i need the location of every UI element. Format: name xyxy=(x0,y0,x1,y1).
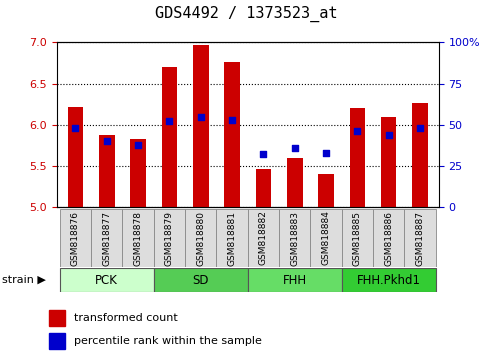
Text: GSM818877: GSM818877 xyxy=(103,211,111,266)
Point xyxy=(416,125,424,131)
Bar xyxy=(162,67,177,207)
Bar xyxy=(248,268,342,292)
Bar xyxy=(130,139,146,207)
Text: PCK: PCK xyxy=(95,274,118,286)
Text: GSM818878: GSM818878 xyxy=(134,211,142,266)
Text: GSM818884: GSM818884 xyxy=(321,211,330,266)
Bar xyxy=(318,174,334,207)
Bar xyxy=(373,209,404,267)
Bar xyxy=(412,103,428,207)
Bar xyxy=(248,209,279,267)
Bar xyxy=(216,209,248,267)
Text: GDS4492 / 1373523_at: GDS4492 / 1373523_at xyxy=(155,5,338,22)
Bar xyxy=(255,169,271,207)
Bar xyxy=(122,209,154,267)
Bar xyxy=(49,310,65,326)
Text: FHH: FHH xyxy=(282,274,307,286)
Point xyxy=(259,152,267,157)
Text: GSM818887: GSM818887 xyxy=(416,211,424,266)
Bar xyxy=(60,209,91,267)
Text: GSM818883: GSM818883 xyxy=(290,211,299,266)
Point xyxy=(166,119,174,124)
Bar xyxy=(49,333,65,349)
Point xyxy=(103,138,111,144)
Bar xyxy=(60,268,154,292)
Text: GSM818882: GSM818882 xyxy=(259,211,268,266)
Bar xyxy=(154,268,248,292)
Point xyxy=(322,150,330,156)
Text: strain ▶: strain ▶ xyxy=(2,275,46,285)
Text: GSM818886: GSM818886 xyxy=(384,211,393,266)
Bar xyxy=(311,209,342,267)
Bar xyxy=(279,209,311,267)
Bar xyxy=(224,62,240,207)
Bar xyxy=(287,158,303,207)
Point xyxy=(71,125,79,131)
Point xyxy=(134,142,142,147)
Text: transformed count: transformed count xyxy=(73,313,177,323)
Bar xyxy=(350,108,365,207)
Text: GSM818880: GSM818880 xyxy=(196,211,205,266)
Bar xyxy=(381,116,396,207)
Point xyxy=(291,145,299,151)
Bar xyxy=(99,135,115,207)
Point xyxy=(228,117,236,123)
Text: percentile rank within the sample: percentile rank within the sample xyxy=(73,336,261,346)
Bar xyxy=(404,209,436,267)
Bar xyxy=(185,209,216,267)
Point xyxy=(385,132,392,137)
Bar xyxy=(193,45,209,207)
Bar xyxy=(342,268,436,292)
Text: SD: SD xyxy=(192,274,209,286)
Text: GSM818881: GSM818881 xyxy=(228,211,237,266)
Point xyxy=(353,129,361,134)
Text: FHH.Pkhd1: FHH.Pkhd1 xyxy=(356,274,421,286)
Text: GSM818885: GSM818885 xyxy=(353,211,362,266)
Point xyxy=(197,114,205,119)
Bar xyxy=(342,209,373,267)
Bar xyxy=(91,209,122,267)
Text: GSM818876: GSM818876 xyxy=(71,211,80,266)
Bar xyxy=(154,209,185,267)
Bar xyxy=(68,107,83,207)
Text: GSM818879: GSM818879 xyxy=(165,211,174,266)
